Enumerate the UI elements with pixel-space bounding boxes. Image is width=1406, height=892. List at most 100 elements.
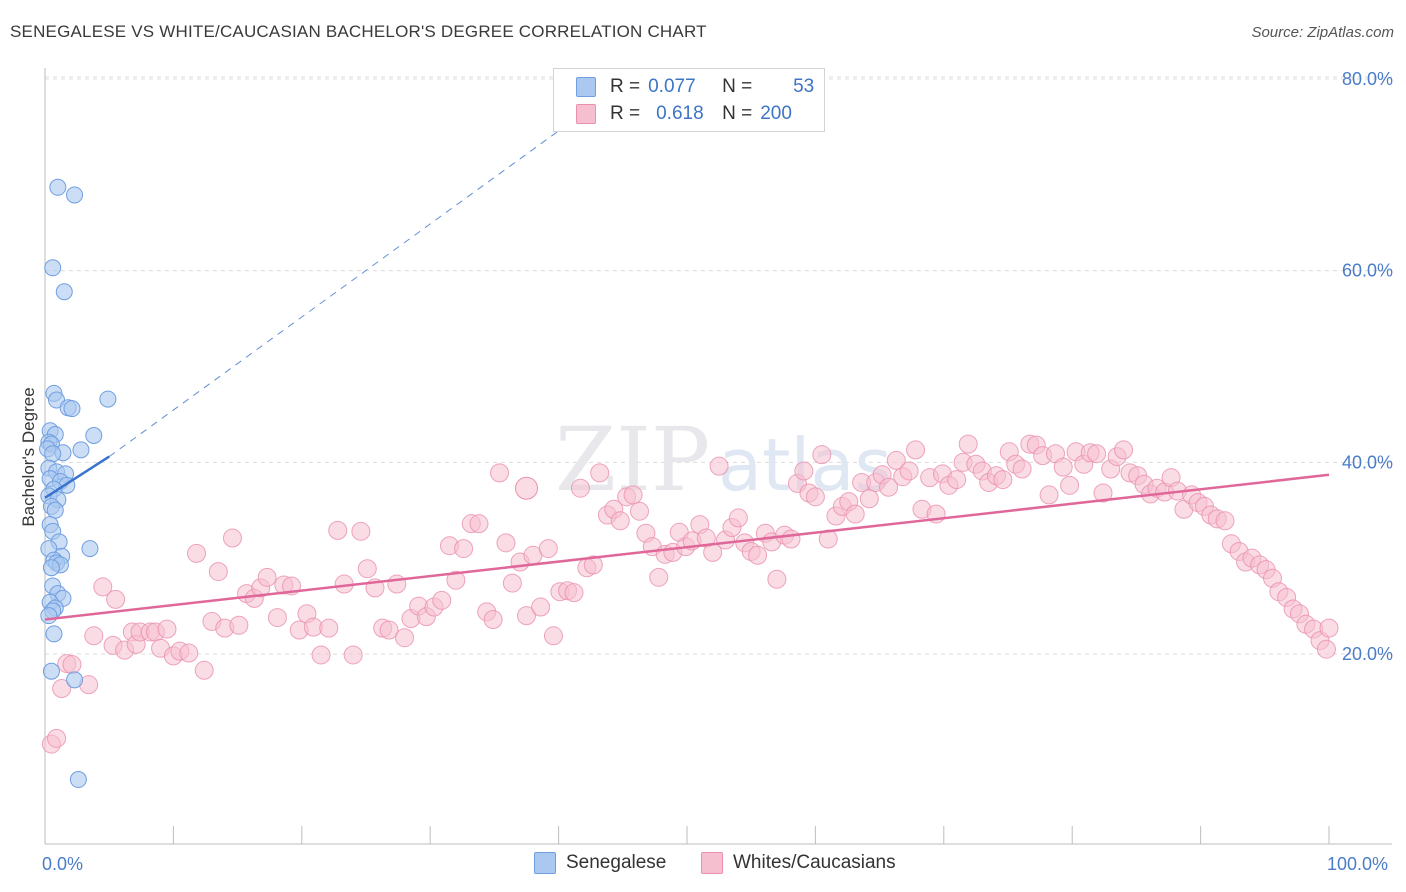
whites-caucasians-point bbox=[483, 610, 503, 629]
whites-caucasians-point bbox=[590, 463, 610, 483]
stats-legend: R = 0.077 N = 53 R = 0.618 N = 200 bbox=[553, 68, 825, 132]
whites-caucasians-point bbox=[794, 461, 814, 481]
n-label: N = bbox=[722, 103, 753, 124]
whites-caucasians-point bbox=[84, 626, 104, 646]
whites-caucasians-point bbox=[1319, 618, 1339, 638]
whites-caucasians-point bbox=[257, 567, 277, 587]
whites-caucasians-point bbox=[1114, 440, 1134, 460]
y-tick-label: 80.0% bbox=[1342, 69, 1393, 89]
y-tick-label: 60.0% bbox=[1342, 261, 1393, 281]
whites-caucasians-point bbox=[387, 574, 407, 594]
r-label: R = bbox=[610, 76, 641, 97]
whites-caucasians-point bbox=[229, 615, 249, 635]
whites-caucasians-point bbox=[357, 559, 377, 579]
whites-caucasians-point bbox=[469, 514, 489, 534]
senegalese-point bbox=[40, 607, 58, 625]
whites-caucasians-point bbox=[93, 577, 113, 597]
chart-title: SENEGALESE VS WHITE/CAUCASIAN BACHELOR'S… bbox=[10, 22, 707, 41]
senegalese-point bbox=[55, 283, 73, 301]
whites-caucasians-point bbox=[531, 597, 551, 617]
whites-caucasians-point bbox=[454, 539, 474, 559]
x-tick-label-min: 0.0% bbox=[42, 854, 83, 874]
r-value: 0.077 bbox=[648, 76, 696, 97]
whites-caucasians-point bbox=[157, 619, 177, 639]
y-tick-label: 20.0% bbox=[1342, 644, 1393, 664]
whites-caucasians-point bbox=[993, 470, 1013, 490]
whites-caucasians-point bbox=[490, 463, 510, 483]
whites-caucasians-point bbox=[958, 434, 978, 454]
whites-caucasians-point bbox=[728, 508, 748, 528]
source-label: Source: ZipAtlas.com bbox=[1251, 24, 1394, 41]
whites-caucasians-point bbox=[496, 533, 516, 553]
senegalese-point bbox=[99, 390, 117, 408]
senegalese-point bbox=[46, 501, 64, 519]
n-value: 200 bbox=[760, 103, 792, 124]
y-tick-labels: 20.0% 40.0% 60.0% 80.0% bbox=[1342, 69, 1393, 664]
legend-item-senegalese: Senegalese bbox=[534, 852, 666, 874]
whites-caucasians-point bbox=[767, 569, 787, 589]
n-label: N = bbox=[722, 76, 753, 97]
whites-caucasians-point bbox=[1060, 475, 1080, 495]
whites-caucasians-point bbox=[517, 606, 536, 626]
whites-caucasians-point bbox=[187, 543, 207, 563]
whites-caucasians-point bbox=[351, 521, 371, 541]
senegalese-swatch bbox=[576, 77, 596, 97]
whites-caucasians-point bbox=[845, 504, 865, 524]
whites-caucasians-point bbox=[179, 643, 199, 663]
whites-caucasians-point bbox=[1012, 459, 1032, 479]
legend-row-whites: R = 0.618 N = 200 bbox=[576, 102, 800, 126]
senegalese-point bbox=[49, 178, 67, 196]
senegalese-point bbox=[63, 400, 81, 418]
whites-caucasians-point bbox=[267, 608, 287, 628]
senegalese-point bbox=[66, 186, 84, 204]
whites-caucasians-point bbox=[564, 583, 584, 603]
senegalese-point bbox=[85, 427, 103, 444]
whites-caucasians-point bbox=[222, 528, 242, 548]
whites-caucasians-point bbox=[629, 501, 649, 521]
senegalese-point bbox=[44, 445, 62, 463]
whites-caucasians-point bbox=[328, 520, 348, 540]
whites-caucasians-point bbox=[623, 485, 643, 505]
trend-lines bbox=[44, 102, 1330, 621]
whites-caucasians-point bbox=[805, 487, 825, 507]
whites-caucasians-point bbox=[859, 489, 879, 509]
r-value: 0.618 bbox=[656, 103, 704, 124]
whites-caucasians-point bbox=[62, 655, 82, 675]
whites-caucasians-point bbox=[610, 511, 630, 531]
senegalese-point bbox=[69, 771, 87, 789]
y-axis-label: Bachelor's Degree bbox=[19, 387, 38, 526]
whites-caucasians-point bbox=[379, 620, 399, 640]
legend-row-senegalese: R = 0.077 N = 53 bbox=[576, 75, 814, 99]
whites-caucasians-point bbox=[1215, 511, 1235, 531]
whites-caucasians-point bbox=[432, 590, 452, 610]
whites-caucasians-point bbox=[812, 445, 832, 465]
senegalese-point bbox=[44, 259, 62, 277]
whites-caucasians-point bbox=[906, 440, 926, 460]
whites-caucasians-point bbox=[709, 456, 729, 476]
whites-caucasians-point bbox=[748, 545, 768, 565]
senegalese-points bbox=[39, 178, 117, 789]
y-tick-label: 40.0% bbox=[1342, 452, 1393, 472]
x-tick-label-max: 100.0% bbox=[1327, 854, 1388, 874]
whites-caucasians-points bbox=[41, 434, 1339, 754]
whites-caucasians-point bbox=[311, 645, 331, 665]
whites-caucasians-point bbox=[194, 660, 214, 680]
whites-caucasians-trend-line bbox=[44, 473, 1330, 621]
whites-caucasians-point bbox=[570, 478, 590, 498]
senegalese-point bbox=[81, 540, 99, 558]
r-label: R = bbox=[610, 103, 641, 124]
whites-legend-label: Whites/Caucasians bbox=[733, 852, 896, 873]
whites-legend-swatch bbox=[701, 852, 723, 874]
whites-caucasians-point bbox=[947, 470, 967, 490]
whites-caucasians-point bbox=[538, 539, 558, 559]
whites-caucasians-point bbox=[446, 570, 466, 590]
whites-caucasians-point bbox=[886, 450, 906, 470]
whites-caucasians-point bbox=[502, 573, 522, 593]
senegalese-point bbox=[45, 625, 63, 643]
senegalese-trend-line bbox=[44, 455, 110, 499]
whites-caucasians-point bbox=[106, 589, 126, 609]
senegalese-trend-extension bbox=[108, 102, 598, 457]
senegalese-point bbox=[42, 662, 60, 680]
n-value: 53 bbox=[793, 76, 815, 97]
